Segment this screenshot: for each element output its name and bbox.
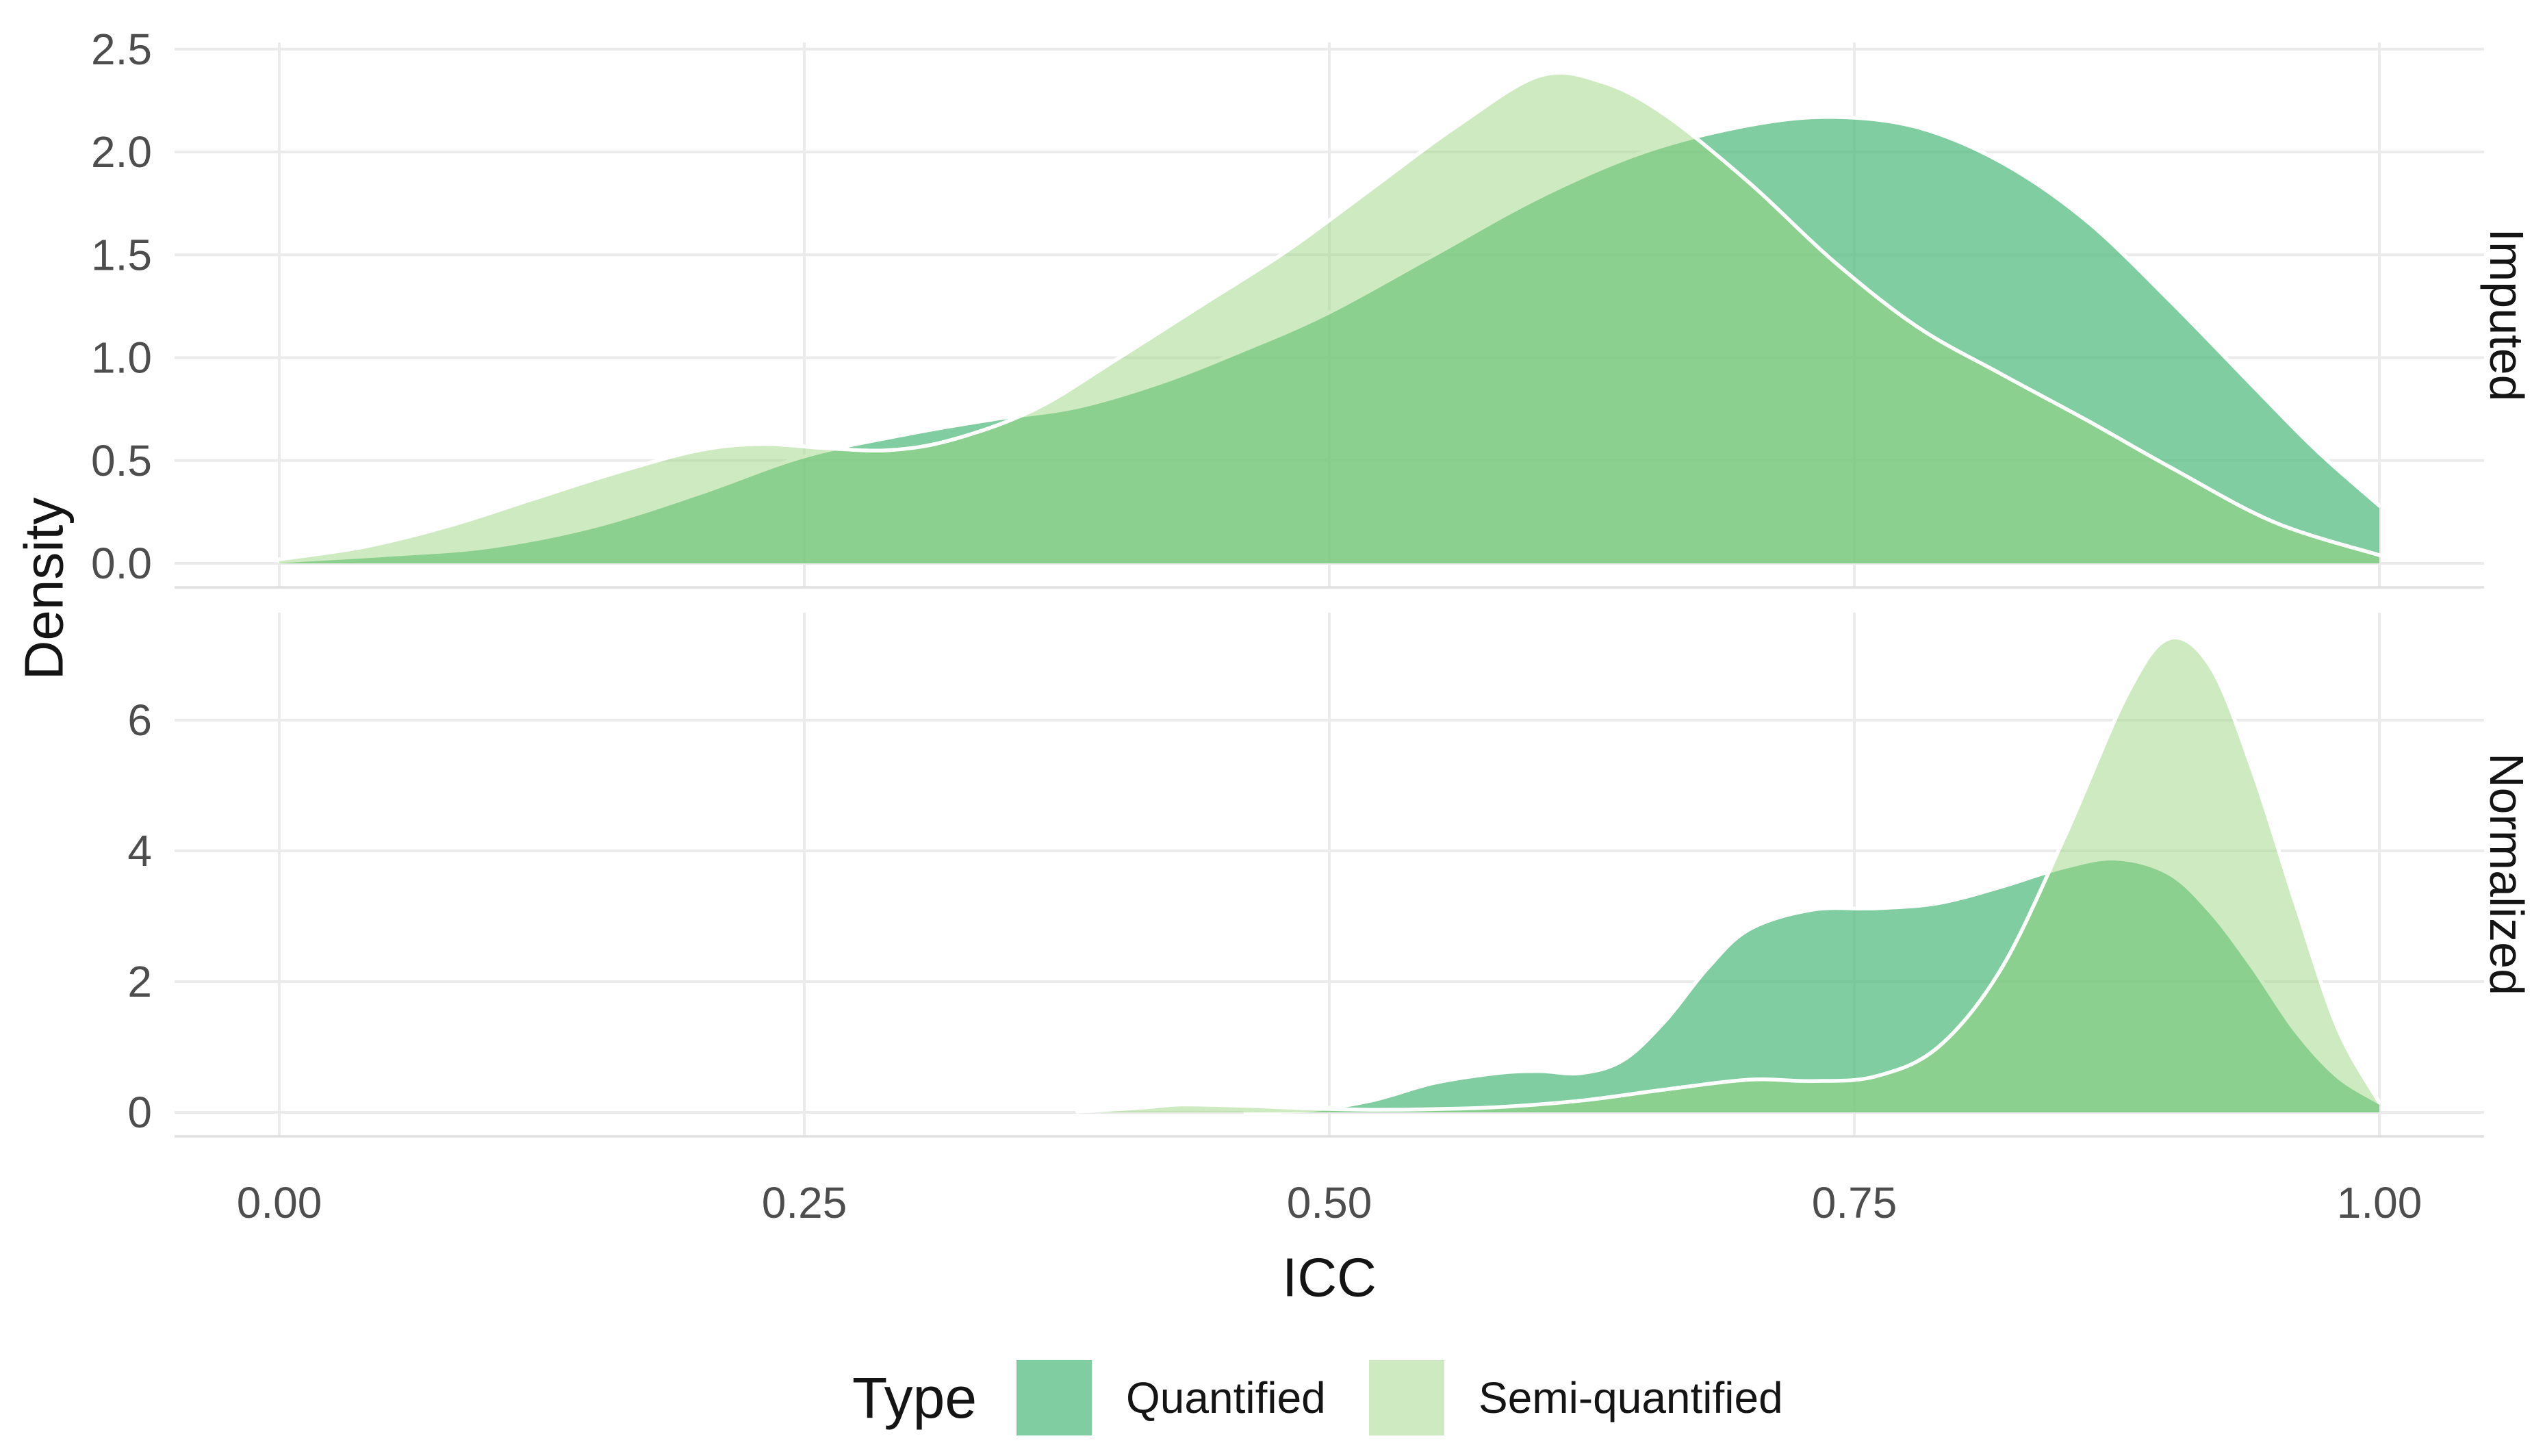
panels-group: 0.0 0.5 1.0 1.5 2.0 2.5 0 2 4 6 0.00 0.25 0.50 0.75 1.… bbox=[91, 25, 2484, 1227]
facet-panel-normalized: 0 2 4 6 bbox=[127, 613, 2484, 1138]
legend-label-semi-quantified: Semi-quantified bbox=[1479, 1373, 1783, 1422]
y-tick-label: 0 bbox=[127, 1088, 152, 1137]
legend-label-quantified: Quantified bbox=[1126, 1373, 1326, 1422]
x-axis-title: ICC bbox=[1282, 1247, 1377, 1308]
y-tick-label: 0.5 bbox=[91, 436, 152, 485]
y-tick-label: 1.0 bbox=[91, 333, 152, 383]
x-tick-label: 0.00 bbox=[237, 1178, 322, 1227]
x-tick-label: 0.75 bbox=[1812, 1178, 1897, 1227]
legend-swatch-quantified bbox=[1016, 1360, 1092, 1435]
y-axis-title: Density bbox=[14, 498, 75, 680]
y-tick-label: 4 bbox=[127, 826, 152, 876]
facet-label-normalized: Normalized bbox=[2480, 753, 2533, 995]
legend-swatch-semi-quantified bbox=[1369, 1360, 1444, 1435]
y-tick-label: 2.0 bbox=[91, 127, 152, 177]
legend: Type Quantified Semi-quantified bbox=[852, 1360, 1783, 1435]
y-tick-label: 0.0 bbox=[91, 539, 152, 588]
y-tick-label: 1.5 bbox=[91, 230, 152, 279]
y-tick-label: 2.5 bbox=[91, 25, 152, 74]
facet-panel-imputed: 0.0 0.5 1.0 1.5 2.0 2.5 bbox=[91, 25, 2484, 589]
density-area-quantified bbox=[279, 116, 2379, 563]
y-tick-label: 2 bbox=[127, 957, 152, 1006]
y-tick-label: 6 bbox=[127, 695, 152, 745]
density-area-semi-quantified bbox=[1077, 637, 2379, 1112]
density-outline-quantified bbox=[1243, 856, 2381, 1114]
density-area-semi-quantified bbox=[279, 73, 2379, 564]
x-tick-label: 1.00 bbox=[2337, 1178, 2422, 1227]
x-tick-label: 0.50 bbox=[1287, 1178, 1372, 1227]
x-tick-label: 0.25 bbox=[762, 1178, 847, 1227]
density-outline-quantified bbox=[277, 115, 2381, 563]
legend-title: Type bbox=[852, 1366, 977, 1430]
density-outline-semi-quantified bbox=[277, 71, 2381, 561]
density-area-quantified bbox=[1245, 858, 2379, 1112]
density-outline-semi-quantified bbox=[1075, 635, 2381, 1114]
facet-label-imputed: Imputed bbox=[2480, 229, 2533, 402]
